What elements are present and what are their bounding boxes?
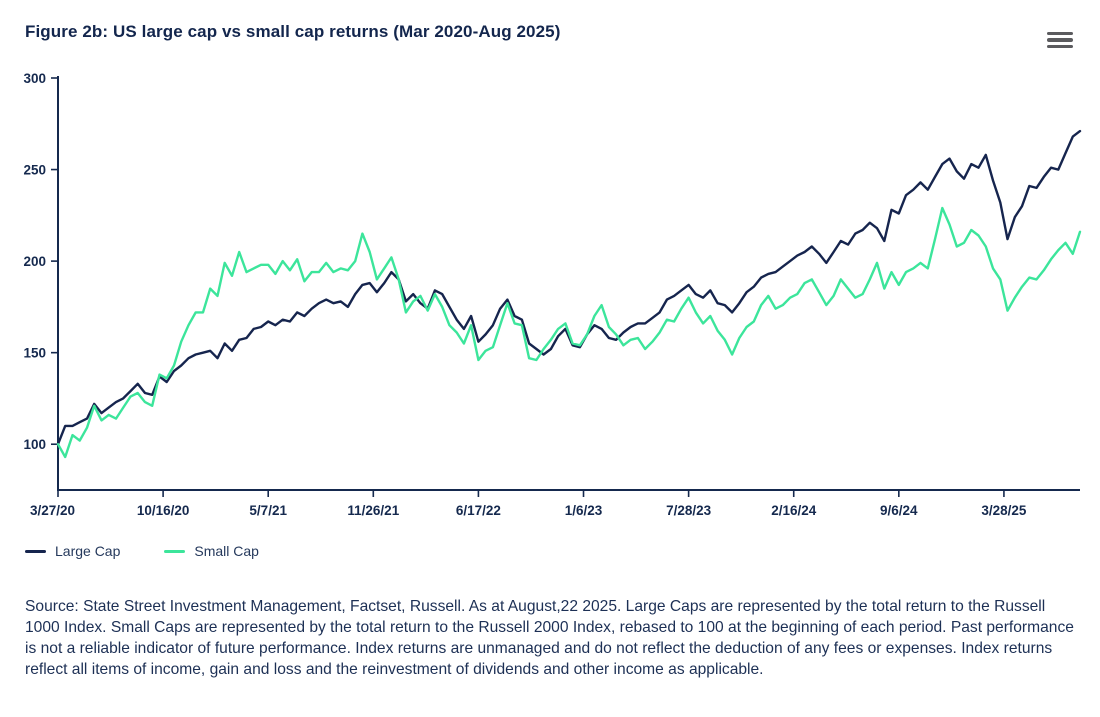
y-tick-label: 200 bbox=[23, 254, 46, 269]
menu-bar bbox=[1047, 44, 1073, 48]
small-cap-line bbox=[56, 206, 1082, 459]
x-axis-labels: 3/27/20 10/16/20 5/7/21 11/26/21 6/17/22 1/6/… bbox=[30, 503, 1027, 518]
x-tick-label: 6/17/22 bbox=[456, 503, 501, 518]
x-tick-label: 3/27/20 bbox=[30, 503, 75, 518]
page-title: Figure 2b: US large cap vs small cap ret… bbox=[25, 22, 561, 41]
line-chart: 100 150 200 250 300 3/27/20 10/16/20 5/7/21 11/… bbox=[23, 71, 1082, 518]
x-tick-label: 10/16/20 bbox=[137, 503, 190, 518]
legend-item-small-cap: Small Cap bbox=[164, 543, 259, 559]
x-tick-label: 11/26/21 bbox=[347, 503, 399, 518]
legend-label: Large Cap bbox=[55, 543, 121, 559]
y-tick-label: 300 bbox=[23, 71, 46, 86]
large-cap-line bbox=[56, 129, 1082, 446]
x-tick-label: 3/28/25 bbox=[981, 503, 1027, 518]
x-tick-label: 7/28/23 bbox=[666, 503, 712, 518]
y-tick-label: 250 bbox=[23, 163, 46, 178]
x-tick-label: 9/6/24 bbox=[880, 503, 918, 518]
source-note: Source: State Street Investment Manageme… bbox=[25, 598, 1074, 678]
y-tick-label: 150 bbox=[23, 346, 46, 361]
x-tick-label: 2/16/24 bbox=[771, 503, 817, 518]
large-cap-swatch bbox=[25, 549, 46, 553]
x-tick-label: 5/7/21 bbox=[249, 503, 287, 518]
x-tick-label: 1/6/23 bbox=[565, 503, 603, 518]
menu-bar bbox=[1047, 32, 1073, 36]
hamburger-menu-icon[interactable] bbox=[1047, 32, 1073, 48]
y-axis-labels: 100 150 200 250 300 bbox=[23, 71, 46, 452]
legend-label: Small Cap bbox=[194, 543, 259, 559]
y-tick-label: 100 bbox=[23, 437, 46, 452]
legend-item-large-cap: Large Cap bbox=[25, 543, 120, 559]
menu-bar bbox=[1047, 38, 1073, 42]
small-cap-swatch bbox=[164, 549, 186, 553]
chart-legend: Large Cap Small Cap bbox=[25, 543, 259, 559]
axes bbox=[51, 76, 1080, 497]
